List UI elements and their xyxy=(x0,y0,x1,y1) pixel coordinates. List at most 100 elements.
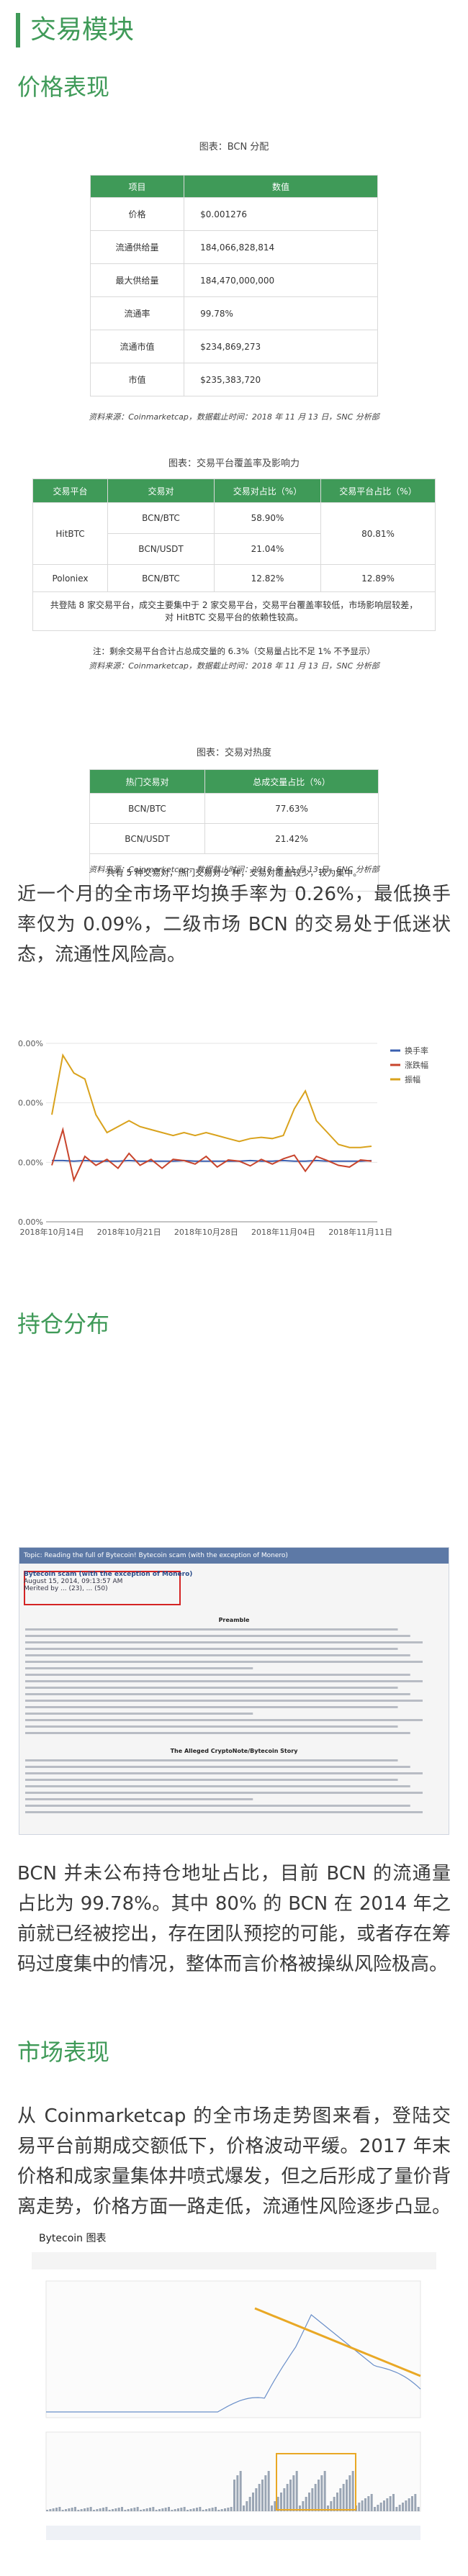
legend-label: 涨跌幅 xyxy=(405,1060,428,1070)
table-header: 总成交量占比（%） xyxy=(204,769,379,794)
text-line xyxy=(25,1785,410,1787)
legend-label: 振幅 xyxy=(405,1074,420,1084)
forum-post-meta: Bytecoin scam (with the exception of Mon… xyxy=(24,1571,192,1592)
text-line xyxy=(25,1798,253,1800)
subsection-title-market: 市场表现 xyxy=(17,2038,110,2066)
pair-share-cell: 21.04% xyxy=(214,533,321,565)
x-tick-label: 2018年10月14日 xyxy=(20,1227,84,1237)
volume-bar xyxy=(417,2507,420,2511)
volume-bar xyxy=(233,2480,235,2511)
paragraph-liquidity: 近一个月的全市场平均换手率为 0.26%，最低换手率仅为 0.09%，二级市场 … xyxy=(17,884,451,966)
share-cell: 77.63% xyxy=(204,793,379,824)
text-line xyxy=(25,1766,410,1768)
pair-cell: BCN/BTC xyxy=(107,564,215,592)
volume-bar xyxy=(177,2508,179,2511)
volume-bar xyxy=(395,2507,398,2511)
table-row: 流通供给量 184,066,828,814 xyxy=(89,230,378,264)
text-line xyxy=(25,1759,398,1761)
story-heading: The Alleged CryptoNote/Bytecoin Story xyxy=(170,1748,298,1754)
volume-bar xyxy=(93,2510,95,2511)
table-row: 最大供给量 184,470,000,000 xyxy=(89,263,378,297)
volume-bar xyxy=(133,2508,136,2511)
item-cell: 市值 xyxy=(89,363,185,396)
volume-bar xyxy=(96,2509,99,2511)
table2-caption: 图表：交易平台覆盖率及影响力 xyxy=(168,458,300,469)
pair-cell: BCN/BTC xyxy=(89,793,205,824)
summary-cell: 共有 5 种交易对，热门交易对 2 种，交易对覆盖较少，较为集中。 xyxy=(89,853,379,892)
price-line xyxy=(46,2314,421,2413)
volume-bar xyxy=(274,2501,276,2511)
volume-bar xyxy=(46,2510,48,2511)
volume-bar xyxy=(346,2480,348,2511)
x-tick-label: 2018年10月21日 xyxy=(97,1227,161,1237)
volume-bar xyxy=(402,2503,404,2511)
chart-background xyxy=(17,1029,451,1266)
legend-label: 换手率 xyxy=(405,1046,428,1056)
volume-bar xyxy=(348,2475,351,2511)
volume-bar xyxy=(105,2507,108,2511)
volume-bar xyxy=(286,2484,289,2511)
volume-bar xyxy=(379,2503,382,2511)
table-row: 共登陆 8 家交易平台，成交主要集中于 2 家交易平台，交易平台覆盖率较低，市场… xyxy=(32,591,436,631)
preamble-heading: Preamble xyxy=(218,1617,250,1623)
volume-bar xyxy=(383,2500,385,2511)
table-row: 共有 5 种交易对，热门交易对 2 种，交易对覆盖较少，较为集中。 xyxy=(89,853,379,892)
pair-heat-table: 热门交易对 总成交量占比（%） BCN/BTC 77.63% BCN/USDT 21.… xyxy=(89,769,379,892)
volume-bar xyxy=(121,2507,123,2511)
volume-bar xyxy=(351,2471,354,2511)
table-row: BCN/BTC 77.63% xyxy=(89,793,379,824)
table-row: BCN/USDT 21.04% xyxy=(33,533,436,565)
text-line xyxy=(25,1674,410,1676)
y-tick-label: 20.00% xyxy=(17,1039,43,1048)
volume-bar xyxy=(408,2498,410,2511)
forum-post-body: Preamble The Alleged CryptoNote/Bytecoin… xyxy=(25,1614,443,1826)
pair-cell: BCN/BTC xyxy=(107,502,215,534)
table-header: 项目 xyxy=(89,175,185,198)
volume-bar xyxy=(386,2498,389,2511)
volume-bar xyxy=(140,2510,142,2511)
volume-bar xyxy=(136,2507,139,2511)
volume-bar xyxy=(180,2508,183,2511)
value-cell: 184,066,828,814 xyxy=(184,230,378,264)
post-date: August 15, 2014, 09:13:57 AM xyxy=(24,1578,123,1585)
value-cell: $235,383,720 xyxy=(184,363,378,396)
volume-bar xyxy=(283,2488,286,2511)
volume-bar xyxy=(145,2508,148,2511)
text-line xyxy=(25,1805,410,1807)
volume-bar xyxy=(224,2508,226,2511)
text-line xyxy=(25,1635,410,1637)
x-tick-label: 2018年10月28日 xyxy=(174,1227,238,1237)
volume-bar xyxy=(208,2508,211,2511)
text-line xyxy=(25,1693,410,1695)
volume-bar xyxy=(377,2505,379,2511)
volume-bar xyxy=(227,2508,230,2511)
volume-bar xyxy=(276,2497,279,2511)
volume-bar xyxy=(220,2509,223,2511)
table-row: HitBTC BCN/BTC 58.90% 80.81% xyxy=(32,502,436,565)
volume-bar xyxy=(311,2488,314,2511)
volume-bar xyxy=(389,2496,392,2511)
volume-bar xyxy=(411,2496,413,2511)
volume-bar xyxy=(112,2509,114,2511)
volume-bar xyxy=(252,2493,254,2511)
volume-bar xyxy=(255,2488,258,2511)
value-cell: 99.78% xyxy=(184,296,378,330)
volume-bar xyxy=(230,2507,233,2511)
volume-bar xyxy=(84,2508,86,2511)
text-line xyxy=(25,1706,398,1708)
summary-cell: 共登陆 8 家交易平台，成交主要集中于 2 家交易平台，交易平台覆盖率较低，市场… xyxy=(32,591,436,631)
y-tick-label: 10.00% xyxy=(17,1099,43,1108)
volume-bar xyxy=(414,2494,417,2511)
forum-screenshot: Topic: Reading the full of Bytecoin! Byt… xyxy=(19,1547,449,1835)
volume-bar xyxy=(392,2494,395,2511)
volume-bar xyxy=(243,2505,245,2511)
volume-bar xyxy=(308,2493,310,2511)
volume-bar xyxy=(295,2471,298,2511)
table-header: 交易平台占比（%） xyxy=(320,479,436,503)
volume-bar xyxy=(361,2500,364,2511)
subsection-title-holdings: 持仓分布 xyxy=(17,1310,110,1338)
volume-bar xyxy=(155,2510,158,2511)
text-line xyxy=(25,1680,423,1682)
volume-bar xyxy=(327,2505,329,2511)
volume-bar xyxy=(236,2475,239,2511)
